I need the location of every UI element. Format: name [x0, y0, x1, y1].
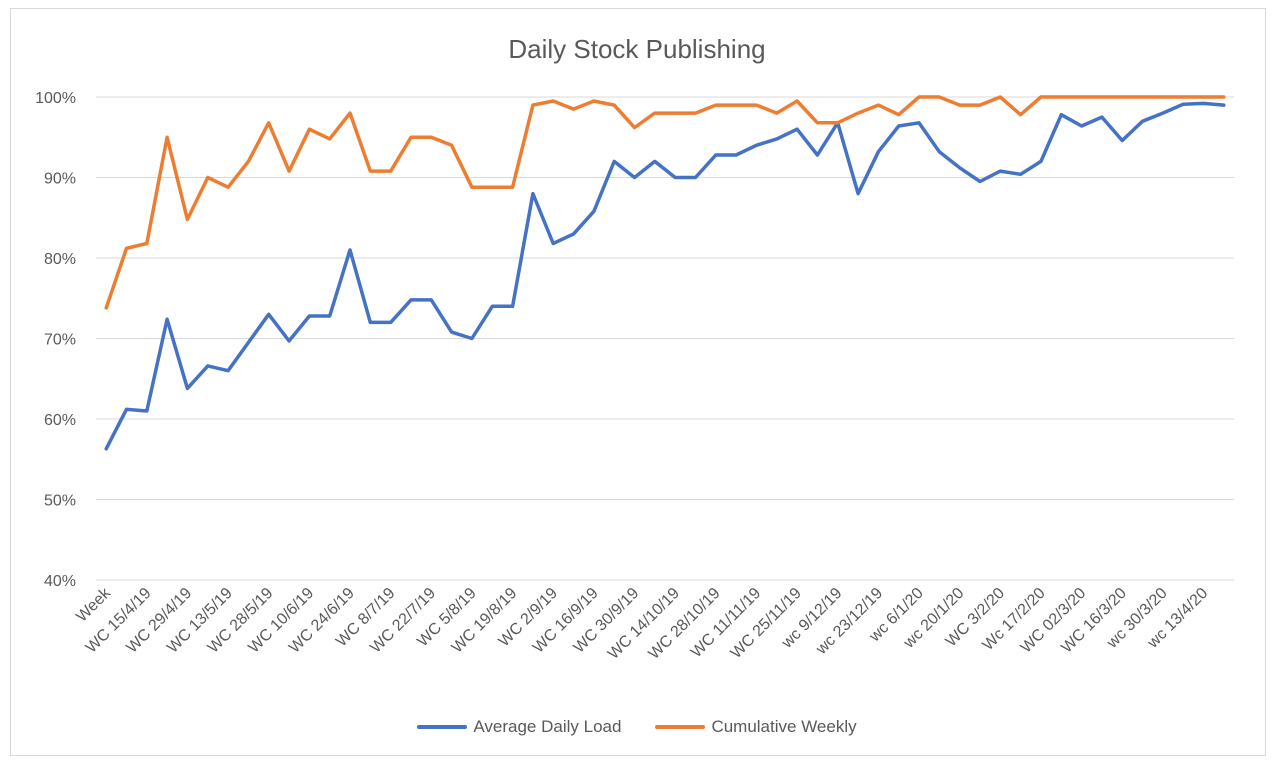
legend-label: Average Daily Load: [473, 717, 622, 736]
y-axis-ticks: 40% 50% 60% 70% 80% 90% 100%: [35, 90, 76, 590]
y-tick-label: 90%: [44, 171, 76, 188]
y-tick-label: 80%: [44, 251, 76, 268]
chart-frame: [10, 8, 1266, 756]
y-tick-label: 100%: [35, 90, 76, 107]
legend-swatch-cumulative-weekly: [655, 725, 706, 729]
chart-title: Daily Stock Publishing: [508, 34, 766, 64]
y-tick-label: 50%: [44, 493, 76, 510]
y-tick-label: 60%: [44, 412, 76, 429]
x-tick-label: WC 25/11/19: [728, 585, 805, 662]
y-tick-label: 70%: [44, 332, 76, 349]
legend-item-cumulative-weekly[interactable]: Cumulative Weekly: [655, 717, 857, 737]
legend-label: Cumulative Weekly: [711, 717, 857, 736]
legend-swatch-average-daily-load: [417, 725, 468, 729]
gridlines: [96, 96, 1234, 581]
series-line-average-daily-load: [104, 101, 1226, 451]
legend: Average Daily Load Cumulative Weekly: [0, 717, 1274, 737]
series-lines: [104, 95, 1226, 451]
y-tick-label: 40%: [44, 573, 76, 590]
series-line-cumulative-weekly: [104, 95, 1226, 310]
legend-item-average-daily-load[interactable]: Average Daily Load: [417, 717, 621, 737]
